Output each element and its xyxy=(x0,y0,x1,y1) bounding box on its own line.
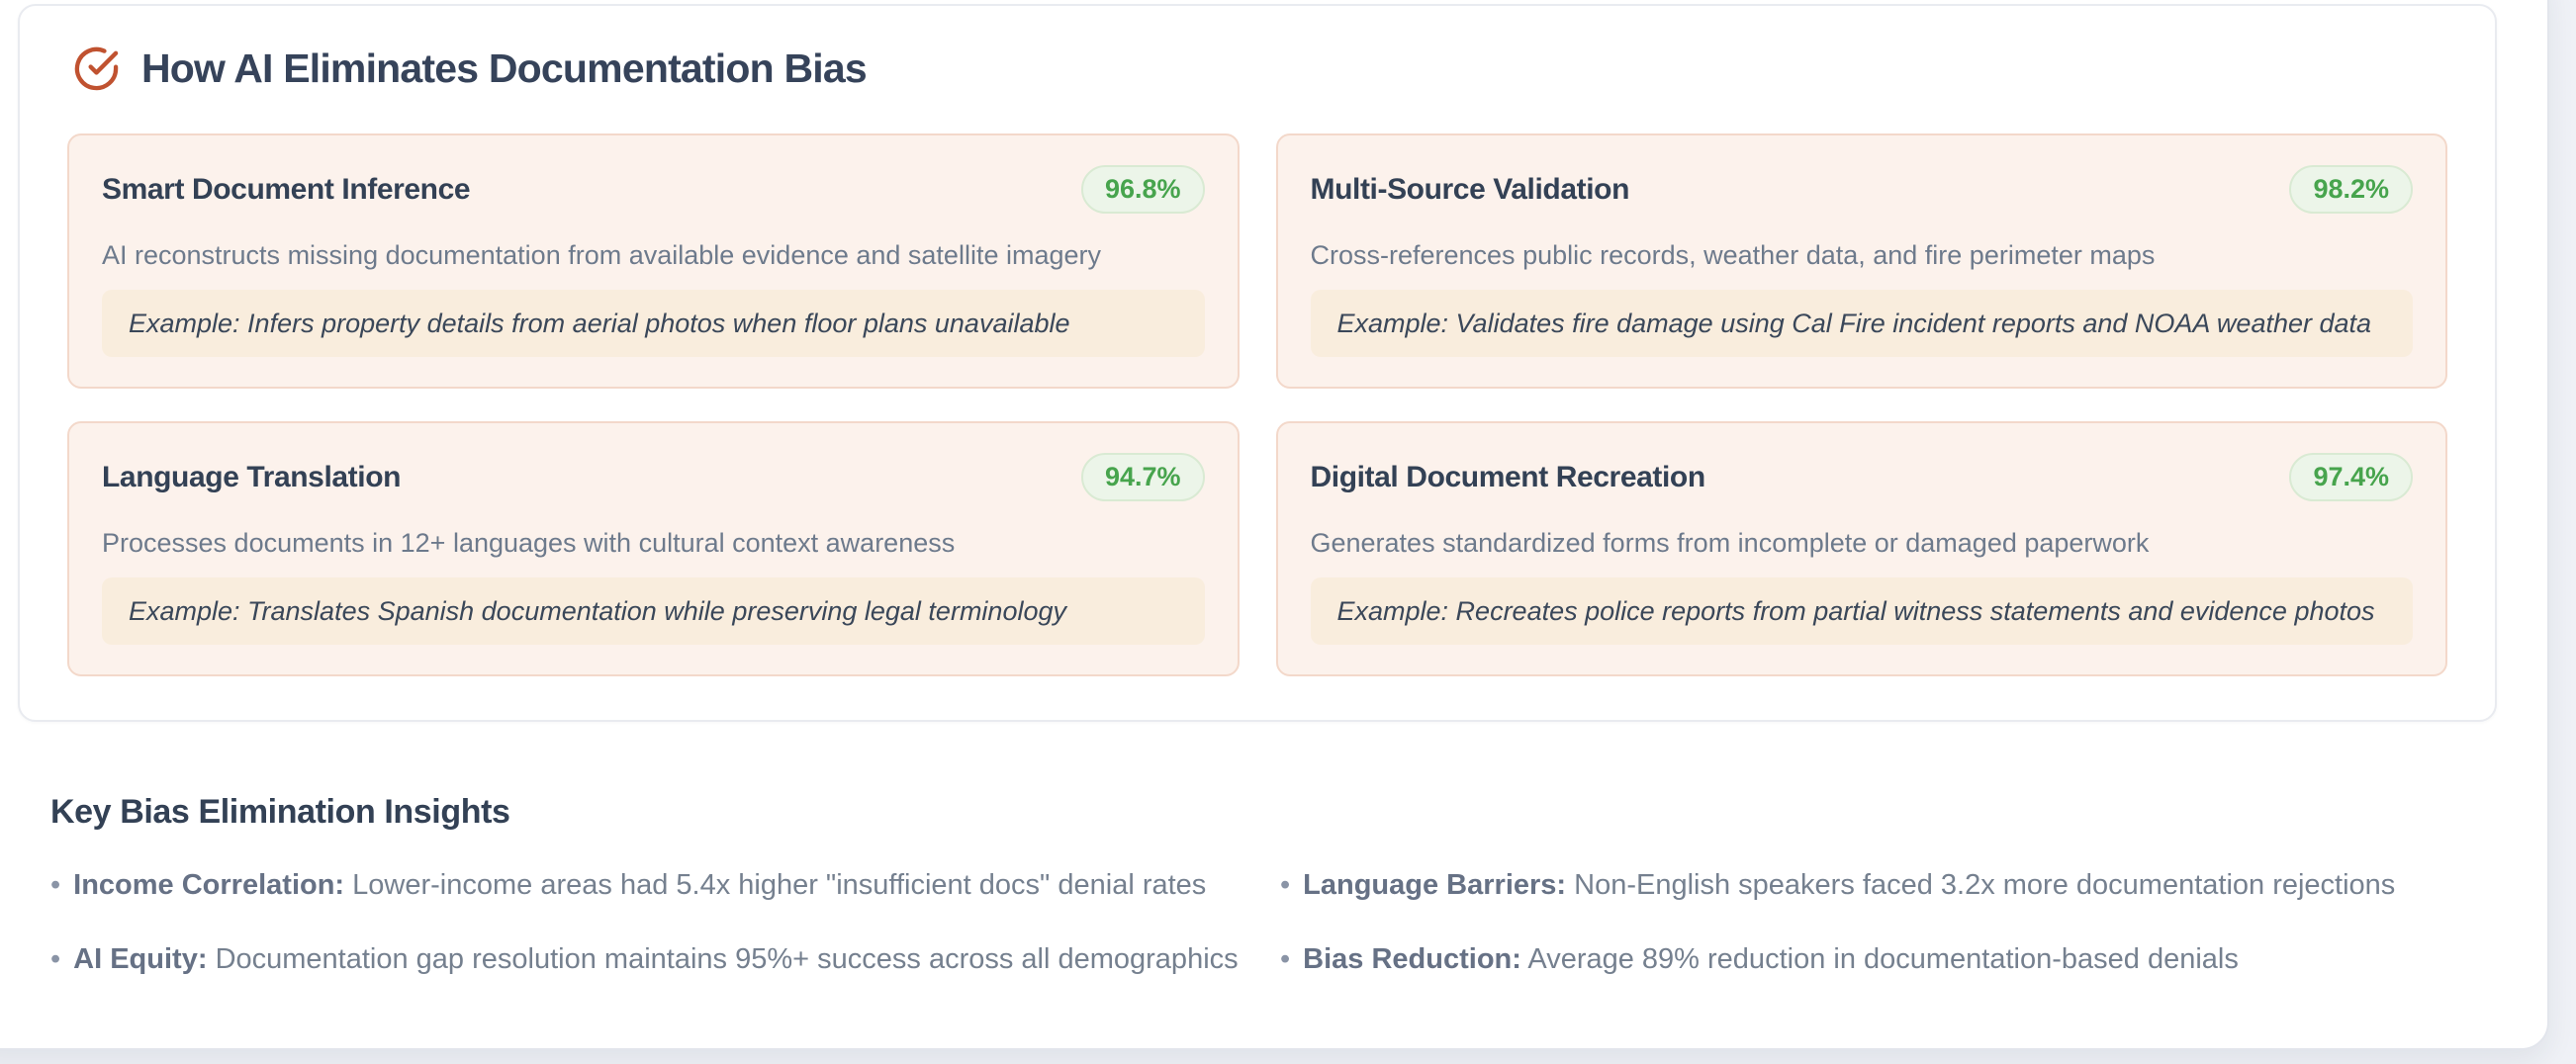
insight-text-wrap: AI Equity: Documentation gap resolution … xyxy=(73,943,1238,976)
page-title: How AI Eliminates Documentation Bias xyxy=(141,45,868,91)
card-description: AI reconstructs missing documentation fr… xyxy=(102,240,1101,270)
insight-text: Documentation gap resolution maintains 9… xyxy=(215,943,1239,975)
insight-text-wrap: Income Correlation: Lower-income areas h… xyxy=(73,869,1206,902)
card-header: Digital Document Recreation 97.4% xyxy=(1310,453,2413,501)
card-description: Cross-references public records, weather… xyxy=(1310,240,2156,270)
insight-text-wrap: Bias Reduction: Average 89% reduction in… xyxy=(1303,943,2239,976)
card-description: Generates standardized forms from incomp… xyxy=(1310,528,2150,558)
insight-text: Average 89% reduction in documentation-b… xyxy=(1527,943,2239,975)
bullet-icon: • xyxy=(50,869,61,901)
insight-label: Language Barriers: xyxy=(1303,869,1567,901)
card-title: Language Translation xyxy=(102,460,402,493)
insight-ai-equity: • AI Equity: Documentation gap resolutio… xyxy=(50,943,1280,976)
ai-bias-panel: How AI Eliminates Documentation Bias Sma… xyxy=(18,4,2497,722)
accuracy-badge: 98.2% xyxy=(2289,165,2413,214)
insights-title: Key Bias Elimination Insights xyxy=(50,793,510,831)
card-title: Multi-Source Validation xyxy=(1310,172,1630,206)
insight-label: AI Equity: xyxy=(73,943,208,975)
insight-text: Lower-income areas had 5.4x higher "insu… xyxy=(352,869,1207,901)
insight-label: Bias Reduction: xyxy=(1303,943,1521,975)
card-multi-source-validation: Multi-Source Validation 98.2% Cross-refe… xyxy=(1275,133,2447,389)
card-example: Example: Infers property details from ae… xyxy=(102,290,1205,357)
method-cards-grid: Smart Document Inference 96.8% AI recons… xyxy=(67,133,2447,676)
card-language-translation: Language Translation 94.7% Processes doc… xyxy=(67,421,1240,676)
card-title: Smart Document Inference xyxy=(102,172,471,206)
card-smart-document-inference: Smart Document Inference 96.8% AI recons… xyxy=(67,133,1240,389)
insight-text: Non-English speakers faced 3.2x more doc… xyxy=(1574,869,2396,901)
card-example: Example: Recreates police reports from p… xyxy=(1310,577,2413,645)
card-description: Processes documents in 12+ languages wit… xyxy=(102,528,956,558)
insight-label: Income Correlation: xyxy=(73,869,345,901)
section-header: How AI Eliminates Documentation Bias xyxy=(73,45,2447,92)
card-digital-document-recreation: Digital Document Recreation 97.4% Genera… xyxy=(1275,421,2447,676)
card-header: Smart Document Inference 96.8% xyxy=(102,165,1205,214)
accuracy-badge: 96.8% xyxy=(1080,165,1205,214)
card-header: Multi-Source Validation 98.2% xyxy=(1310,165,2413,214)
bullet-icon: • xyxy=(1280,943,1291,975)
accuracy-badge: 94.7% xyxy=(1080,453,1205,501)
bullet-icon: • xyxy=(1280,869,1291,901)
insight-bias-reduction: • Bias Reduction: Average 89% reduction … xyxy=(1280,943,2494,976)
insight-income-correlation: • Income Correlation: Lower-income areas… xyxy=(50,869,1280,902)
insights-grid: • Income Correlation: Lower-income areas… xyxy=(50,869,2494,976)
card-example: Example: Translates Spanish documentatio… xyxy=(102,577,1205,645)
key-insights-section: Key Bias Elimination Insights • Income C… xyxy=(50,793,2494,976)
card-header: Language Translation 94.7% xyxy=(102,453,1205,501)
card-example: Example: Validates fire damage using Cal… xyxy=(1310,290,2413,357)
check-circle-icon xyxy=(73,45,120,92)
accuracy-badge: 97.4% xyxy=(2289,453,2413,501)
insight-text-wrap: Language Barriers: Non-English speakers … xyxy=(1303,869,2395,902)
bullet-icon: • xyxy=(50,943,61,975)
insight-language-barriers: • Language Barriers: Non-English speaker… xyxy=(1280,869,2494,902)
card-title: Digital Document Recreation xyxy=(1310,460,1706,493)
